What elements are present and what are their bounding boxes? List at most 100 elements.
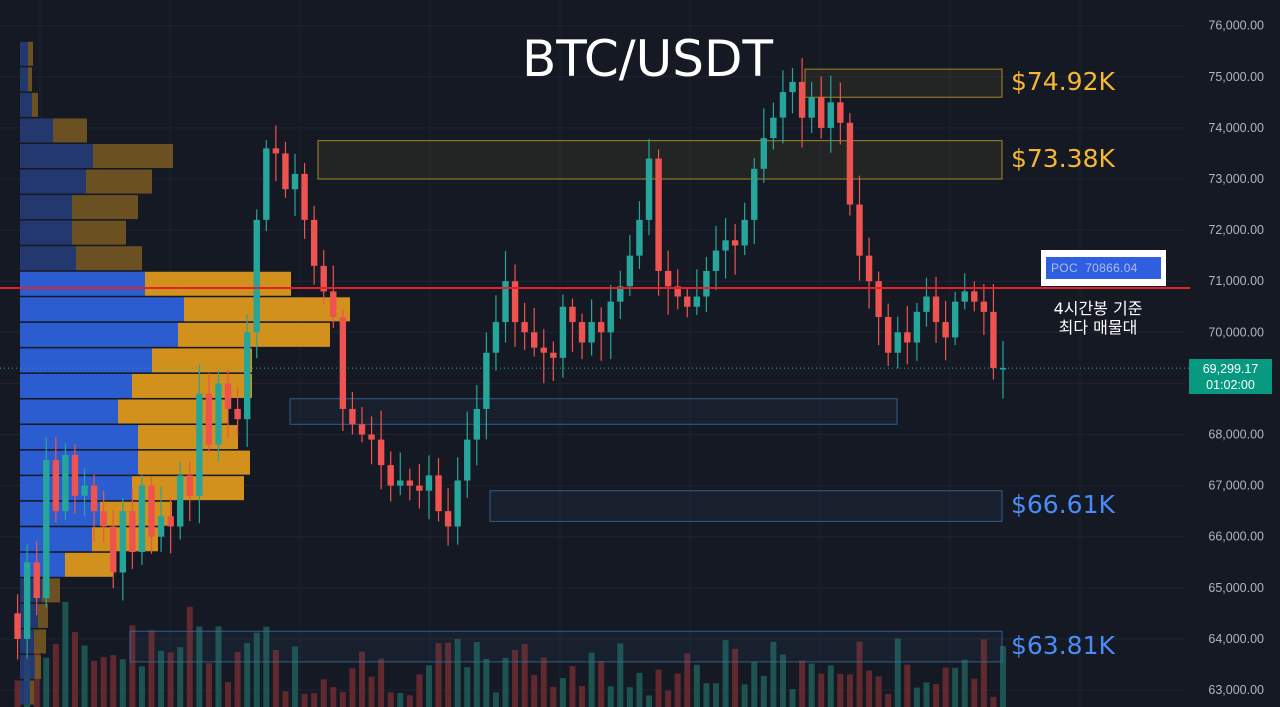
volume-bar bbox=[215, 626, 222, 707]
candle-body bbox=[999, 368, 1007, 370]
candle-body bbox=[167, 516, 174, 527]
candle-body bbox=[282, 153, 289, 190]
profile-buy-bar bbox=[20, 501, 100, 526]
profile-buy-bar bbox=[20, 450, 138, 475]
volume-bar bbox=[866, 670, 873, 707]
candle-body bbox=[205, 393, 213, 445]
volume-bar bbox=[52, 643, 59, 707]
volume-bar bbox=[397, 692, 404, 707]
candle-body bbox=[291, 173, 299, 190]
candle-body bbox=[33, 562, 40, 599]
candle-body bbox=[808, 97, 815, 118]
volume-bar bbox=[904, 664, 911, 707]
profile-sell-bar bbox=[138, 450, 250, 475]
candle-body bbox=[559, 306, 567, 358]
volume-bar bbox=[425, 665, 432, 707]
volume-bar bbox=[722, 640, 729, 707]
volume-bar bbox=[196, 626, 203, 707]
profile-sell-bar bbox=[152, 348, 252, 373]
volume-bar bbox=[292, 646, 299, 707]
candle-body bbox=[789, 81, 796, 93]
candle-body bbox=[406, 480, 414, 486]
volume-bar bbox=[952, 667, 959, 707]
candle-body bbox=[932, 296, 940, 323]
candle-body bbox=[693, 296, 701, 307]
volume-bar bbox=[550, 686, 557, 707]
profile-sell-bar bbox=[93, 144, 173, 169]
profile-buy-bar bbox=[20, 195, 72, 220]
profile-sell-bar bbox=[53, 118, 87, 143]
candle-body bbox=[980, 301, 988, 312]
profile-buy-bar bbox=[20, 680, 30, 705]
zone-label-74920: $74.92K bbox=[1011, 67, 1115, 97]
candle-body bbox=[904, 332, 911, 343]
volume-bar bbox=[799, 660, 806, 707]
volume-bar bbox=[559, 678, 566, 707]
volume-bar bbox=[655, 669, 662, 707]
profile-sell-bar bbox=[76, 246, 142, 271]
price-zone bbox=[129, 630, 1003, 663]
volume-bar bbox=[846, 674, 853, 707]
volume-bar bbox=[234, 652, 241, 707]
candle-body bbox=[196, 393, 203, 496]
volume-bar bbox=[923, 682, 930, 707]
candle-body bbox=[110, 526, 117, 573]
price-tick-label: 66,000.00 bbox=[1208, 530, 1264, 544]
volume-bar bbox=[311, 693, 318, 707]
candle-body bbox=[645, 158, 653, 220]
candle-body bbox=[751, 168, 758, 220]
volume-bar bbox=[177, 647, 184, 707]
poc-label: POC bbox=[1051, 261, 1078, 275]
volume-bar bbox=[933, 684, 940, 707]
volume-bar bbox=[808, 663, 815, 707]
price-tick-label: 63,000.00 bbox=[1208, 683, 1264, 697]
candle-body bbox=[454, 480, 461, 527]
profile-buy-bar bbox=[20, 220, 72, 245]
candle-body bbox=[511, 281, 519, 323]
volume-bar bbox=[990, 696, 997, 707]
candle-body bbox=[770, 117, 777, 139]
volume-bar bbox=[186, 606, 193, 707]
price-tick-label: 67,000.00 bbox=[1208, 479, 1264, 493]
candle-body bbox=[301, 173, 308, 220]
volume-bar bbox=[100, 656, 107, 707]
volume-bar bbox=[435, 643, 442, 707]
profile-sell-bar bbox=[28, 67, 32, 92]
volume-bar bbox=[225, 682, 232, 707]
volume-bar bbox=[961, 659, 968, 707]
volume-bar bbox=[387, 692, 394, 707]
candle-body bbox=[81, 485, 88, 496]
candle-body bbox=[664, 270, 672, 287]
candle-body bbox=[875, 281, 882, 317]
candle-body bbox=[884, 316, 892, 353]
profile-sell-bar bbox=[132, 373, 252, 398]
volume-bar bbox=[244, 642, 251, 707]
volume-bar bbox=[119, 659, 126, 707]
volume-bar bbox=[406, 695, 413, 707]
candle-body bbox=[339, 316, 347, 409]
candle-body bbox=[722, 240, 729, 251]
candle-body bbox=[253, 219, 260, 333]
volume-bar bbox=[760, 675, 767, 707]
candle-body bbox=[377, 439, 385, 466]
candle-body bbox=[224, 383, 232, 409]
volume-bar bbox=[741, 684, 748, 707]
zone-label-66610: $66.61K bbox=[1011, 490, 1115, 520]
volume-bar bbox=[492, 692, 499, 707]
candle-body bbox=[951, 301, 959, 338]
profile-buy-bar bbox=[20, 348, 152, 373]
volume-bar bbox=[320, 679, 327, 707]
volume-bar bbox=[885, 693, 892, 707]
volume-bar bbox=[416, 674, 423, 707]
volume-bar bbox=[674, 673, 681, 707]
volume-bar bbox=[980, 639, 987, 707]
volume-bar bbox=[913, 687, 920, 707]
profile-sell-bar bbox=[184, 297, 350, 322]
price-tick-label: 70,000.00 bbox=[1208, 325, 1264, 339]
volume-bar bbox=[483, 658, 490, 707]
volume-bar bbox=[856, 641, 863, 707]
candle-body bbox=[703, 270, 710, 297]
volume-bar bbox=[770, 641, 777, 707]
volume-bar bbox=[818, 673, 825, 707]
candle-body bbox=[14, 613, 21, 639]
